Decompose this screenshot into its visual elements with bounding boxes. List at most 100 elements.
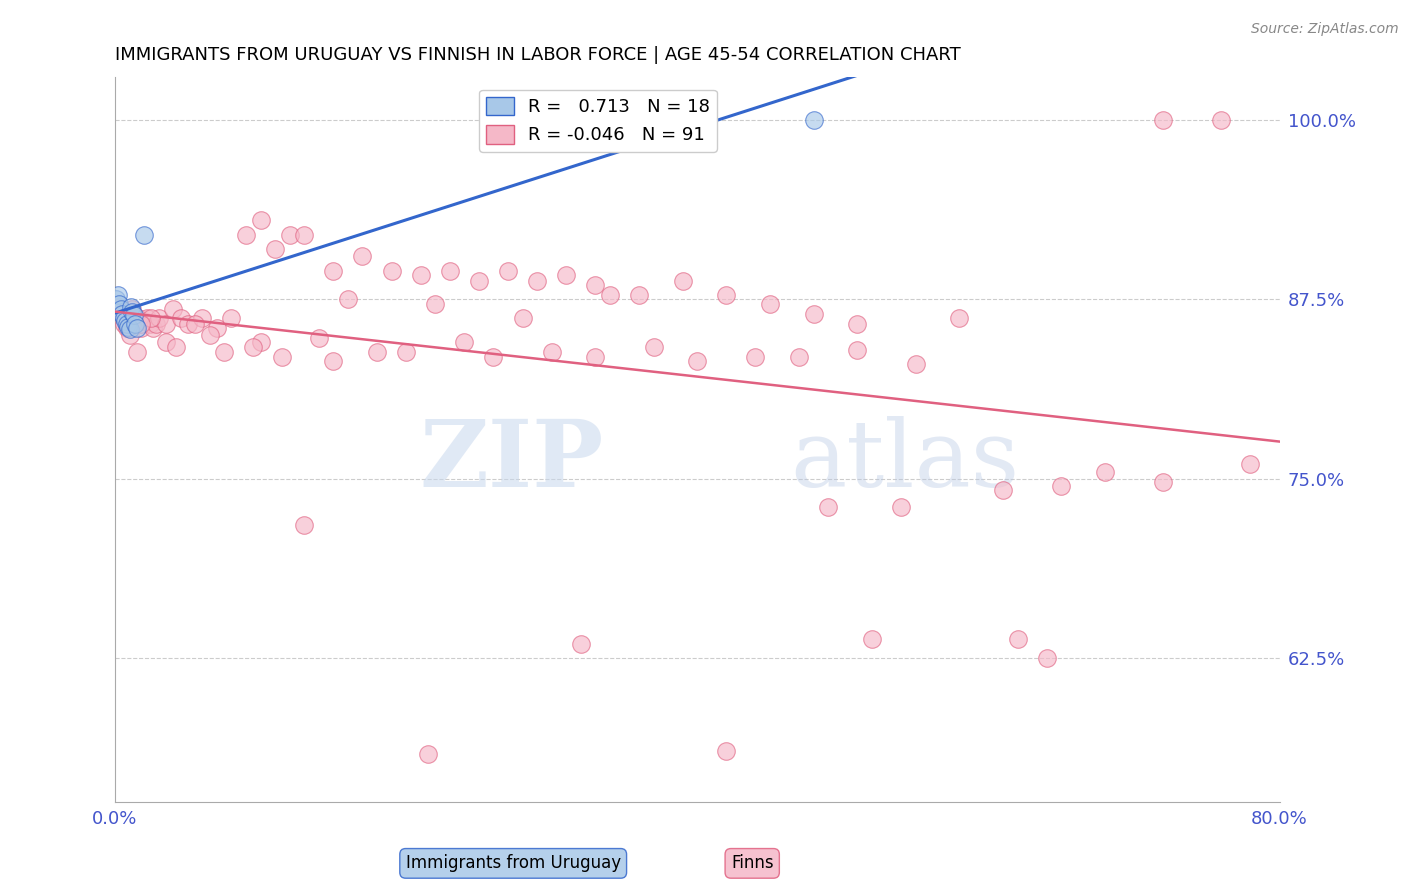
Point <box>1007 632 1029 647</box>
Point <box>162 302 184 317</box>
Point <box>991 483 1014 498</box>
Point <box>148 310 170 325</box>
Point <box>599 288 621 302</box>
Point <box>686 354 709 368</box>
Point <box>191 310 214 325</box>
Point <box>948 310 970 325</box>
Point <box>120 300 142 314</box>
Point <box>468 274 491 288</box>
Point <box>409 268 432 282</box>
Point <box>787 350 810 364</box>
Point <box>846 343 869 357</box>
Text: Immigrants from Uruguay: Immigrants from Uruguay <box>405 855 621 872</box>
Point <box>118 328 141 343</box>
Point <box>127 310 149 325</box>
Point <box>124 317 146 331</box>
Point <box>108 296 131 310</box>
Point <box>1152 112 1174 127</box>
Point <box>1211 112 1233 127</box>
Text: Source: ZipAtlas.com: Source: ZipAtlas.com <box>1251 22 1399 37</box>
Point <box>125 345 148 359</box>
Point <box>205 321 228 335</box>
Point <box>583 277 606 292</box>
Text: atlas: atlas <box>790 416 1019 506</box>
Point <box>108 300 131 314</box>
Point <box>165 340 187 354</box>
Point <box>235 227 257 242</box>
Point <box>860 632 883 647</box>
Point <box>139 317 162 331</box>
Point <box>141 310 163 325</box>
Point <box>381 263 404 277</box>
Point <box>184 317 207 331</box>
Point <box>496 263 519 277</box>
Point <box>562 112 585 127</box>
Point <box>744 350 766 364</box>
Point <box>134 227 156 242</box>
Point <box>292 227 315 242</box>
Point <box>242 340 264 354</box>
Point <box>118 322 141 336</box>
Point <box>121 305 143 319</box>
Point <box>453 335 475 350</box>
Point <box>117 319 139 334</box>
Point <box>716 288 738 302</box>
Point <box>129 321 152 335</box>
Point <box>142 321 165 335</box>
Point <box>1035 651 1057 665</box>
Point <box>114 314 136 328</box>
Point <box>278 227 301 242</box>
Point <box>134 314 156 328</box>
Point <box>112 310 135 325</box>
Point <box>177 317 200 331</box>
Point <box>759 296 782 310</box>
Point <box>352 249 374 263</box>
Point <box>803 112 825 127</box>
Point <box>322 354 344 368</box>
Point <box>336 293 359 307</box>
Point <box>425 296 447 310</box>
Point <box>155 335 177 350</box>
Point <box>221 310 243 325</box>
Point <box>583 350 606 364</box>
Point <box>107 288 129 302</box>
Point <box>249 335 271 350</box>
Point <box>145 317 167 331</box>
Point <box>1239 458 1261 472</box>
Point <box>129 317 152 331</box>
Point <box>249 213 271 227</box>
Point <box>1094 465 1116 479</box>
Point <box>555 268 578 282</box>
Point <box>124 317 146 331</box>
Point <box>112 317 135 331</box>
Point <box>904 357 927 371</box>
Point <box>482 350 505 364</box>
Point <box>366 345 388 359</box>
Point <box>846 317 869 331</box>
Point <box>155 317 177 331</box>
Text: IMMIGRANTS FROM URUGUAY VS FINNISH IN LABOR FORCE | AGE 45-54 CORRELATION CHART: IMMIGRANTS FROM URUGUAY VS FINNISH IN LA… <box>115 46 960 64</box>
Point <box>817 500 839 515</box>
Point <box>395 345 418 359</box>
Point <box>111 307 134 321</box>
Point <box>716 744 738 758</box>
Point <box>264 242 287 256</box>
Point <box>125 321 148 335</box>
Point <box>271 350 294 364</box>
Point <box>439 263 461 277</box>
Legend: R =   0.713   N = 18, R = -0.046   N = 91: R = 0.713 N = 18, R = -0.046 N = 91 <box>479 89 717 152</box>
Point <box>169 310 191 325</box>
Point <box>105 293 128 307</box>
Text: Finns: Finns <box>731 855 773 872</box>
Point <box>1152 475 1174 489</box>
Point <box>643 340 665 354</box>
Point <box>569 637 592 651</box>
Point <box>672 274 695 288</box>
Point <box>526 274 548 288</box>
Point <box>292 517 315 532</box>
Point <box>322 263 344 277</box>
Point <box>212 345 235 359</box>
Point <box>540 345 562 359</box>
Point <box>111 307 134 321</box>
Point <box>198 328 221 343</box>
